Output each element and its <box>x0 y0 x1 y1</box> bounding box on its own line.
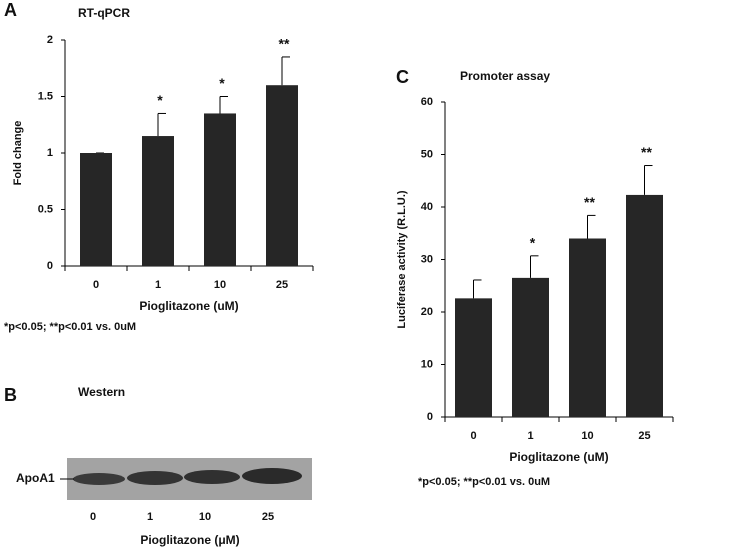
y-tick-label: 0 <box>427 411 433 423</box>
blot-band <box>127 471 183 485</box>
western-xlabel: Pioglitazone (μM) <box>140 533 239 547</box>
lane-label: 0 <box>90 511 96 523</box>
x-tick-label: 25 <box>638 430 650 442</box>
bar <box>266 85 298 266</box>
panel-letter: C <box>396 67 409 87</box>
bar <box>142 136 174 266</box>
bar <box>569 238 606 417</box>
bar <box>204 113 236 266</box>
y-tick-label: 2 <box>47 34 53 46</box>
y-axis-label: Luciferase activity (R.L.U.) <box>396 190 408 328</box>
panel-letter: A <box>4 0 17 20</box>
significance-mark: ** <box>584 194 595 210</box>
x-tick-label: 10 <box>214 279 226 291</box>
y-axis-label: Fold change <box>12 121 24 186</box>
x-tick-label: 0 <box>93 279 99 291</box>
x-tick-label: 25 <box>276 279 288 291</box>
blot-band <box>242 468 302 484</box>
y-tick-label: 1 <box>47 147 53 159</box>
x-tick-label: 10 <box>581 430 593 442</box>
x-tick-label: 0 <box>470 430 476 442</box>
y-tick-label: 50 <box>421 148 433 160</box>
bar <box>455 298 492 417</box>
lane-label: 10 <box>199 511 211 523</box>
y-tick-label: 60 <box>421 96 433 108</box>
footnote: *p<0.05; **p<0.01 vs. 0uM <box>418 476 550 488</box>
y-tick-label: 0 <box>47 260 53 272</box>
significance-mark: ** <box>641 144 652 160</box>
blot-band <box>184 470 240 484</box>
blot-band <box>73 473 125 485</box>
significance-mark: * <box>157 92 163 108</box>
significance-mark: * <box>219 75 225 91</box>
panel-letter: B <box>4 385 17 405</box>
chart-title: RT-qPCR <box>78 6 130 20</box>
x-axis-label: Pioglitazone (uM) <box>139 299 238 313</box>
lane-label: 25 <box>262 511 274 523</box>
significance-mark: ** <box>279 36 290 52</box>
y-tick-label: 10 <box>421 358 433 370</box>
band-label: ApoA1 <box>16 471 55 485</box>
footnote: *p<0.05; **p<0.01 vs. 0uM <box>4 321 136 333</box>
x-tick-label: 1 <box>527 430 533 442</box>
chart-title: Promoter assay <box>460 69 550 83</box>
y-tick-label: 1.5 <box>38 90 53 102</box>
y-tick-label: 40 <box>421 201 433 213</box>
bar <box>80 153 112 266</box>
western-title: Western <box>78 385 125 399</box>
x-tick-label: 1 <box>155 279 161 291</box>
x-axis-label: Pioglitazone (uM) <box>509 450 608 464</box>
y-tick-label: 20 <box>421 306 433 318</box>
western-blot: Western ApoA1 0 1 10 25 Pioglitazone (μM… <box>16 385 312 547</box>
significance-mark: * <box>530 235 536 251</box>
bar <box>626 194 663 417</box>
bar <box>512 277 549 417</box>
y-tick-label: 0.5 <box>38 203 53 215</box>
y-tick-label: 30 <box>421 253 433 265</box>
lane-label: 1 <box>147 511 153 523</box>
